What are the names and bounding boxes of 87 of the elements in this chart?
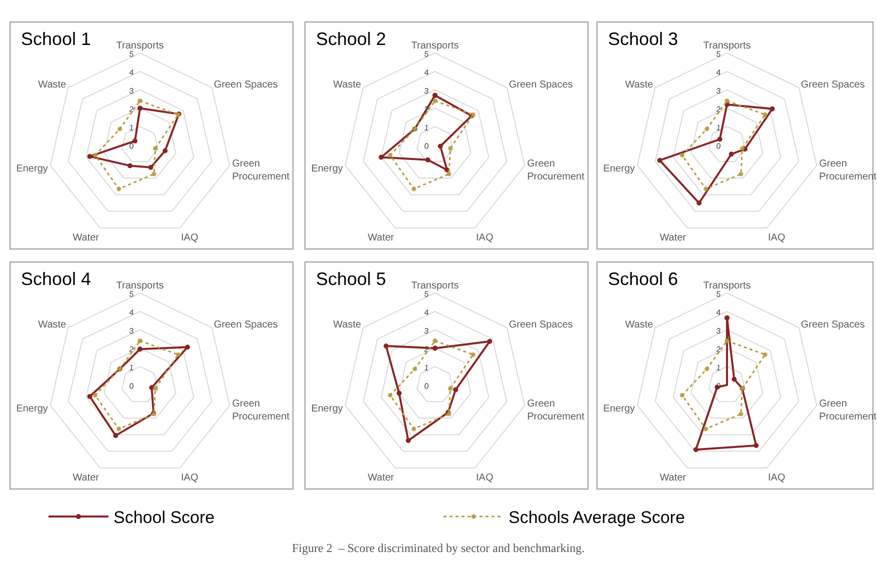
spoke-label: IAQ [181,232,198,244]
y-tick-label: 1 [128,123,135,133]
chart-title: School 2 [316,29,386,49]
spoke-label: Green Spaces [214,320,278,331]
spoke-label: Waste [625,80,654,91]
spoke-label: Energy [311,164,343,175]
y-tick-label: 2 [128,344,135,354]
spoke-label: Green Procurement [819,398,877,423]
y-tick-label: 0 [716,142,722,152]
y-tick-label: 2 [424,344,430,354]
y-tick-label: 2 [716,344,722,354]
spoke-label: Water [368,232,395,244]
y-tick-label: 5 [128,290,135,300]
spoke-label: Green Procurement [232,398,290,423]
y-tick-label: 5 [424,290,430,300]
spoke-label: IAQ [476,232,494,244]
y-tick-label: 1 [716,363,722,373]
y-tick-label: 3 [128,86,135,96]
y-tick-label: 2 [424,104,430,114]
spoke-label: IAQ [476,472,494,484]
y-tick-label: 0 [424,142,430,152]
chart-title: School 1 [21,29,92,49]
spoke-label: Waste [38,320,67,331]
y-tick-label: 1 [716,123,722,133]
spoke-label: Waste [333,320,362,331]
chart-title: School 3 [608,29,678,49]
spoke-label: IAQ [181,472,198,484]
chart-title: School 4 [21,269,92,289]
spoke-label: Water [660,232,687,244]
spoke-label: Water [660,472,687,484]
chart-title: School 5 [316,269,386,289]
spoke-label: Green Spaces [214,80,278,91]
y-tick-label: 5 [716,50,722,60]
y-tick-label: 4 [128,68,135,78]
spoke-label: Energy [603,164,635,175]
y-tick-label: 2 [128,104,135,114]
spoke-label: Waste [38,80,67,91]
spoke-label: Transports [411,280,459,292]
spoke-label: Waste [625,320,654,331]
y-tick-label: 4 [424,308,430,318]
spoke-label: Water [72,232,100,244]
y-tick-label: 3 [128,326,135,336]
spoke-label: Green Spaces [800,80,865,91]
y-tick-label: 3 [424,86,430,96]
spoke-label: Green Spaces [508,80,573,91]
y-tick-label: 1 [128,363,135,373]
y-tick-label: 3 [716,326,722,336]
legend-label: School Score [114,508,215,528]
y-tick-label: 4 [716,68,722,78]
spoke-label: Energy [16,164,48,175]
spoke-label: Green Spaces [800,320,865,331]
y-tick-label: 4 [424,68,430,78]
y-tick-label: 1 [424,363,430,373]
spoke-label: Energy [311,404,343,415]
spoke-label: Green Spaces [508,320,573,331]
spoke-label: Energy [16,404,48,415]
spoke-label: Transports [703,40,751,52]
spoke-label: Energy [603,404,635,415]
y-tick-label: 3 [424,326,430,336]
y-tick-label: 5 [716,290,722,300]
spoke-label: Transports [411,40,459,52]
spoke-label: Waste [333,80,362,91]
y-tick-label: 0 [716,382,722,392]
y-tick-label: 5 [128,50,135,60]
y-tick-label: 4 [716,308,722,318]
legend-label: Schools Average Score [508,508,685,528]
chart-title: School 6 [608,269,678,289]
spoke-label: IAQ [768,232,786,244]
spoke-label: Water [72,472,100,484]
spoke-label: IAQ [768,472,786,484]
spoke-label: Green Procurement [527,398,585,423]
y-tick-label: 0 [424,382,430,392]
y-tick-label: 4 [128,308,135,318]
caption: Figure 2 – Score discriminated by sector and benchmarking. [292,541,585,555]
y-tick-label: 0 [128,382,135,392]
spoke-label: Transports [116,40,164,52]
y-tick-label: 2 [716,104,722,114]
spoke-label: Green Procurement [819,158,877,183]
spoke-label: Transports [116,280,164,292]
spoke-label: Green Procurement [232,158,290,183]
spoke-label: Transports [703,280,751,292]
y-tick-label: 0 [128,142,135,152]
spoke-label: Water [368,472,395,484]
y-tick-label: 3 [716,86,722,96]
y-tick-label: 1 [424,123,430,133]
spoke-label: Green Procurement [527,158,585,183]
y-tick-label: 5 [424,50,430,60]
